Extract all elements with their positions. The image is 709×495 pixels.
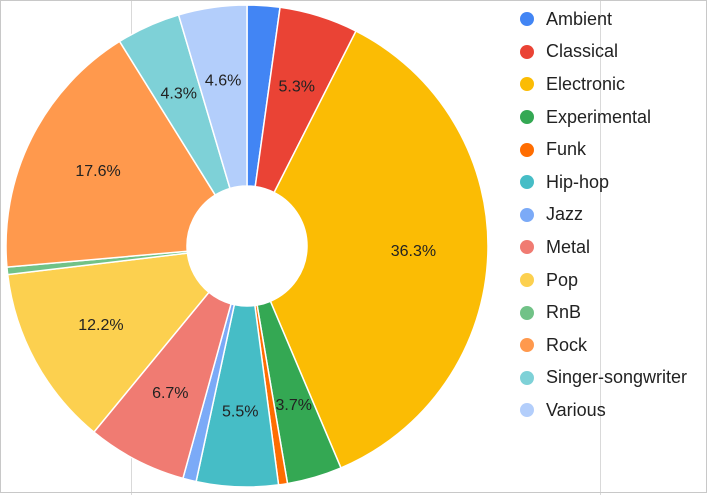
data-label-metal: 6.7% (152, 385, 188, 402)
legend-label: Ambient (546, 8, 613, 29)
data-label-electronic: 36.3% (391, 243, 436, 260)
legend-item-funk[interactable]: Funk (520, 133, 687, 166)
legend-label: Rock (546, 334, 588, 355)
legend-marker-icon (520, 175, 534, 190)
legend-label: RnB (546, 302, 582, 323)
legend-item-electronic[interactable]: Electronic (520, 68, 687, 101)
legend-item-jazz[interactable]: Jazz (520, 199, 687, 232)
legend-marker-icon (520, 77, 534, 92)
gridline-v2 (600, 0, 601, 495)
legend-marker-icon (520, 240, 534, 255)
legend-item-hip-hop[interactable]: Hip-hop (520, 166, 687, 199)
legend-label: Jazz (546, 204, 584, 225)
legend-marker-icon (520, 207, 534, 222)
legend-item-singer-songwriter[interactable]: Singer-songwriter (520, 362, 687, 395)
legend-item-rnb[interactable]: RnB (520, 296, 687, 329)
data-label-experimental: 3.7% (276, 397, 312, 414)
legend-marker-icon (520, 12, 534, 27)
legend-marker-icon (520, 44, 534, 59)
slice-electronic[interactable] (269, 30, 489, 469)
legend-item-pop[interactable]: Pop (520, 264, 687, 297)
legend-marker-icon (520, 142, 534, 157)
data-label-classical: 5.3% (279, 78, 315, 95)
legend-item-experimental[interactable]: Experimental (520, 101, 687, 134)
data-label-various: 4.6% (205, 72, 241, 89)
legend-label: Experimental (546, 106, 652, 127)
legend-item-rock[interactable]: Rock (520, 329, 687, 362)
data-label-hip-hop: 5.5% (222, 404, 258, 421)
legend-marker-icon (520, 305, 534, 320)
legend-label: Metal (546, 236, 591, 257)
data-label-rock: 17.6% (75, 163, 120, 180)
slice-pop[interactable] (6, 252, 210, 434)
data-label-pop: 12.2% (78, 317, 123, 334)
slice-rock[interactable] (5, 40, 217, 268)
legend-label: Singer-songwriter (546, 367, 688, 388)
legend-item-various[interactable]: Various (520, 394, 687, 427)
slice-various[interactable] (177, 4, 248, 190)
legend-label: Funk (546, 139, 587, 160)
legend-label: Electronic (546, 73, 626, 94)
legend-marker-icon (520, 273, 534, 288)
legend: Ambient Classical Electronic Experimental Fu… (520, 3, 687, 427)
legend-label: Various (546, 399, 606, 420)
legend-marker-icon (520, 338, 534, 353)
legend-label: Classical (546, 41, 619, 62)
legend-item-metal[interactable]: Metal (520, 231, 687, 264)
data-label-singer-songwriter: 4.3% (161, 85, 197, 102)
legend-marker-icon (520, 403, 534, 418)
legend-label: Pop (546, 269, 579, 290)
legend-marker-icon (520, 370, 534, 385)
legend-item-ambient[interactable]: Ambient (520, 3, 687, 36)
legend-item-classical[interactable]: Classical (520, 36, 687, 69)
legend-label: Hip-hop (546, 171, 610, 192)
legend-marker-icon (520, 110, 534, 125)
